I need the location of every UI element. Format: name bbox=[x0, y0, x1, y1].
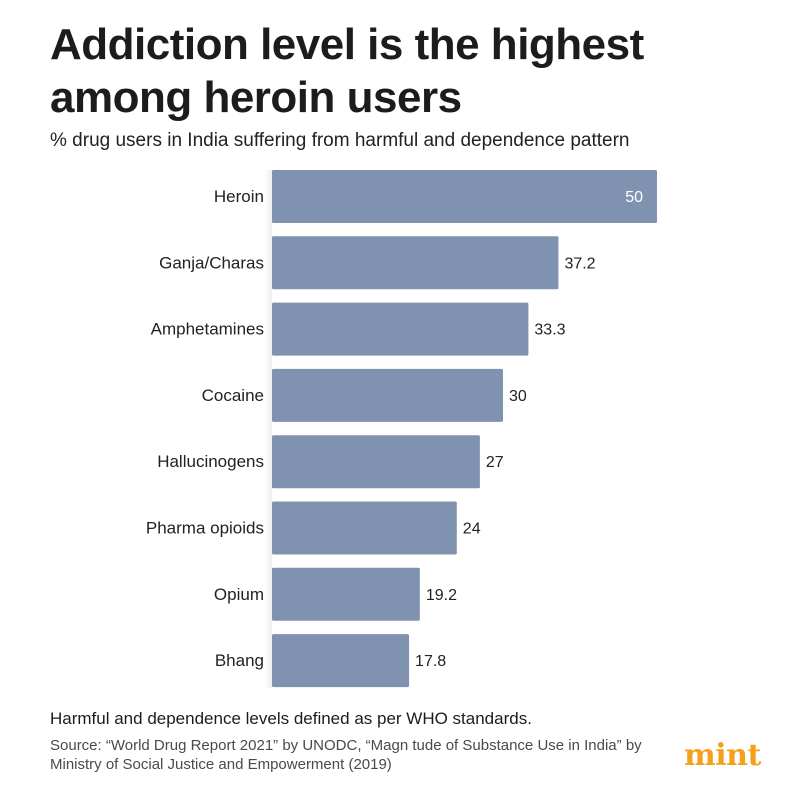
chart-title: Addiction level is the highest among her… bbox=[50, 20, 644, 122]
bar-chart: Heroin 50 Ganja/Charas 37.2 Amphetamines 33.3… bbox=[146, 170, 657, 688]
category-label-pharma-opioids: Pharma opioids bbox=[146, 519, 264, 538]
mint-logo: mint bbox=[684, 738, 761, 773]
source-note: Source: “World Drug Report 2021” by UNOD… bbox=[50, 737, 642, 773]
value-label-cocaine: 30 bbox=[509, 388, 527, 405]
value-label-amphetamines: 33.3 bbox=[534, 322, 565, 339]
category-label-ganja-charas: Ganja/Charas bbox=[159, 253, 264, 272]
bar-ganja-charas bbox=[272, 236, 559, 290]
bar-hallucinogens bbox=[272, 435, 480, 489]
bar-cocaine bbox=[272, 368, 503, 422]
bar-bhang bbox=[272, 634, 410, 688]
value-label-bhang: 17.8 bbox=[415, 653, 446, 670]
category-label-opium: Opium bbox=[214, 585, 264, 604]
chart-subtitle: % drug users in India suffering from har… bbox=[50, 130, 630, 151]
bar-amphetamines bbox=[272, 302, 529, 356]
category-label-cocaine: Cocaine bbox=[202, 386, 264, 405]
value-label-opium: 19.2 bbox=[426, 587, 457, 604]
value-label-pharma-opioids: 24 bbox=[463, 521, 481, 538]
value-label-hallucinogens: 27 bbox=[486, 454, 504, 471]
category-label-heroin: Heroin bbox=[214, 187, 264, 206]
category-label-hallucinogens: Hallucinogens bbox=[157, 452, 264, 471]
bar-heroin bbox=[272, 170, 657, 223]
axis-shadow bbox=[264, 170, 272, 688]
bars-group: Heroin 50 Ganja/Charas 37.2 Amphetamines 33.3… bbox=[146, 170, 657, 688]
bar-opium bbox=[272, 567, 420, 621]
category-label-bhang: Bhang bbox=[215, 651, 264, 670]
value-label-heroin: 50 bbox=[625, 189, 643, 206]
bar-pharma-opioids bbox=[272, 501, 457, 555]
footnote: Harmful and dependence levels defined as… bbox=[50, 709, 532, 728]
value-label-ganja-charas: 37.2 bbox=[564, 255, 595, 272]
category-label-amphetamines: Amphetamines bbox=[151, 320, 264, 339]
